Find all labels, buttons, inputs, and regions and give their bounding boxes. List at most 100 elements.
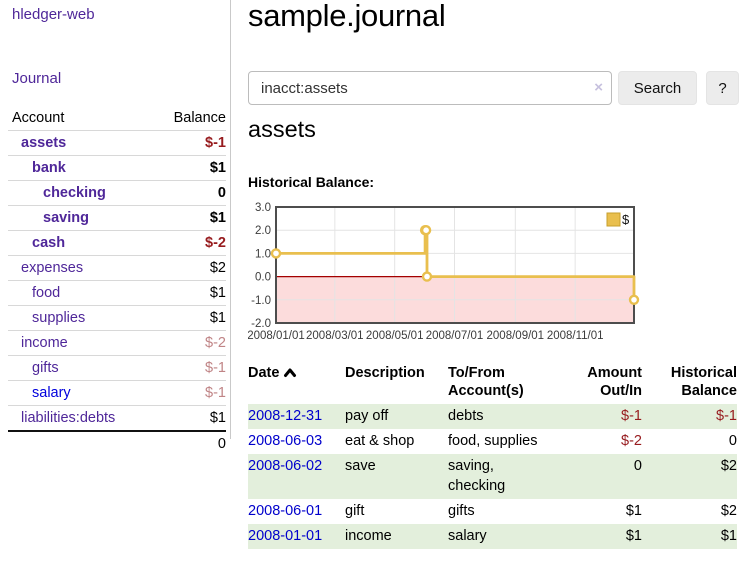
svg-text:-1.0: -1.0 (251, 295, 271, 307)
transaction-balance: 0 (728, 433, 737, 449)
account-row: salary $-1 (8, 380, 226, 405)
account-row: gifts $-1 (8, 355, 226, 380)
register-table-header: Date Description To/From Account(s) Amou… (248, 364, 737, 400)
account-balance: $-2 (205, 335, 226, 351)
transaction-balance: $-1 (716, 408, 737, 424)
help-button[interactable]: ? (706, 71, 739, 105)
balance-column-header: Historical Balance (670, 365, 737, 399)
account-balance: $1 (209, 310, 226, 326)
transaction-description: income (345, 528, 392, 544)
page-title: sample.journal (248, 0, 446, 33)
account-link-salary[interactable]: salary (32, 385, 71, 401)
account-balance: $-1 (205, 135, 226, 151)
account-link-checking[interactable]: checking (43, 185, 106, 201)
transaction-balance: $1 (720, 528, 737, 544)
chevron-up-icon (283, 365, 297, 383)
transaction-description: save (345, 458, 376, 474)
register-row: 2008-06-03 eat & shop food, supplies $-2 0 (248, 429, 737, 454)
transaction-date-link[interactable]: 2008-06-02 (248, 458, 323, 474)
historical-balance-chart[interactable]: $3.0 2.0 1.0 0.0 -1.0 -2.0 2008/01/01 2008/03/0… (247, 201, 742, 347)
account-column-header: To/From Account(s) (448, 365, 524, 399)
account-link-saving[interactable]: saving (43, 210, 89, 226)
amount-column-header: Amount Out/In (587, 365, 642, 399)
account-link-liabilities-debts[interactable]: liabilities:debts (21, 410, 116, 426)
balance-column-header: Balance (173, 110, 226, 126)
account-row: cash $-2 (8, 230, 226, 255)
account-heading: assets (248, 116, 316, 142)
svg-text:2008/01/01: 2008/01/01 (248, 330, 305, 342)
transaction-description: pay off (345, 408, 389, 424)
account-balance: 0 (217, 185, 226, 201)
svg-text:2008/11/01: 2008/11/01 (547, 330, 604, 342)
account-row: bank $1 (8, 155, 226, 180)
svg-text:-2.0: -2.0 (251, 318, 271, 330)
register-row: 2008-12-31 pay off debts $-1 $-1 (248, 404, 737, 429)
transaction-description: gift (345, 503, 365, 519)
chart-title: Historical Balance: (248, 174, 375, 190)
search-form: × Search ? (248, 71, 742, 105)
sidebar: hledger-web Journal Account Balance asse… (0, 0, 231, 452)
transaction-date-link[interactable]: 2008-12-31 (248, 408, 323, 424)
account-row: income $-2 (8, 330, 226, 355)
transaction-accounts: food, supplies (448, 433, 538, 449)
description-column-header: Description (345, 365, 425, 381)
transaction-date-link[interactable]: 2008-01-01 (248, 528, 323, 544)
transaction-accounts: salary (448, 528, 487, 544)
date-column-header[interactable]: Date (248, 364, 345, 400)
transaction-amount: 0 (633, 458, 642, 474)
accounts-total-row: 0 (8, 430, 226, 456)
transaction-accounts: saving, checking (448, 458, 506, 494)
account-link-expenses[interactable]: expenses (21, 260, 84, 276)
svg-text:1.0: 1.0 (255, 248, 271, 260)
svg-text:2008/03/01: 2008/03/01 (306, 330, 364, 342)
total-balance: 0 (217, 436, 226, 452)
account-row: assets $-1 (8, 130, 226, 155)
account-balance: $1 (209, 410, 226, 426)
svg-text:$: $ (622, 212, 630, 227)
account-row: saving $1 (8, 205, 226, 230)
account-link-food[interactable]: food (32, 285, 61, 301)
account-balance: $-2 (205, 235, 226, 251)
account-link-income[interactable]: income (21, 335, 68, 351)
transaction-amount: $1 (625, 503, 642, 519)
account-row: supplies $1 (8, 305, 226, 330)
accounts-table-header: Account Balance (8, 106, 226, 130)
transaction-amount: $-2 (621, 433, 642, 449)
search-box: × (248, 71, 612, 105)
account-link-bank[interactable]: bank (32, 160, 66, 176)
search-input[interactable] (248, 71, 612, 105)
register-table: Date Description To/From Account(s) Amou… (248, 364, 737, 549)
account-balance: $-1 (205, 385, 226, 401)
nav-journal-link[interactable]: Journal (12, 70, 62, 87)
account-row: checking 0 (8, 180, 226, 205)
accounts-column-header: Account (12, 110, 65, 126)
clear-search-icon[interactable]: × (594, 79, 603, 96)
transaction-date-link[interactable]: 2008-06-01 (248, 503, 323, 519)
transaction-date-link[interactable]: 2008-06-03 (248, 433, 323, 449)
svg-text:3.0: 3.0 (255, 202, 271, 214)
account-row: expenses $2 (8, 255, 226, 280)
svg-text:0.0: 0.0 (255, 272, 271, 284)
account-link-assets[interactable]: assets (21, 135, 67, 151)
account-link-supplies[interactable]: supplies (32, 310, 86, 326)
account-link-gifts[interactable]: gifts (32, 360, 59, 376)
search-button[interactable]: Search (618, 71, 697, 105)
register-row: 2008-06-01 gift gifts $1 $2 (248, 499, 737, 524)
account-balance: $2 (209, 260, 226, 276)
register-row: 2008-01-01 income salary $1 $1 (248, 524, 737, 549)
accounts-table: Account Balance assets $-1 bank $1 checking 0… (8, 106, 226, 456)
register-row: 2008-06-02 save saving, checking 0 $2 (248, 454, 737, 499)
account-balance: $1 (209, 160, 226, 176)
svg-text:2.0: 2.0 (255, 225, 271, 237)
transaction-balance: $2 (720, 458, 737, 474)
account-link-cash[interactable]: cash (32, 235, 66, 251)
account-row: food $1 (8, 280, 226, 305)
svg-text:2008/05/01: 2008/05/01 (366, 330, 424, 342)
account-balance: $1 (209, 285, 226, 301)
brand-link[interactable]: hledger-web (12, 6, 95, 23)
account-balance: $-1 (205, 360, 226, 376)
account-balance: $1 (209, 210, 226, 226)
transaction-balance: $2 (720, 503, 737, 519)
transaction-accounts: gifts (448, 503, 475, 519)
transaction-accounts: debts (448, 408, 484, 424)
